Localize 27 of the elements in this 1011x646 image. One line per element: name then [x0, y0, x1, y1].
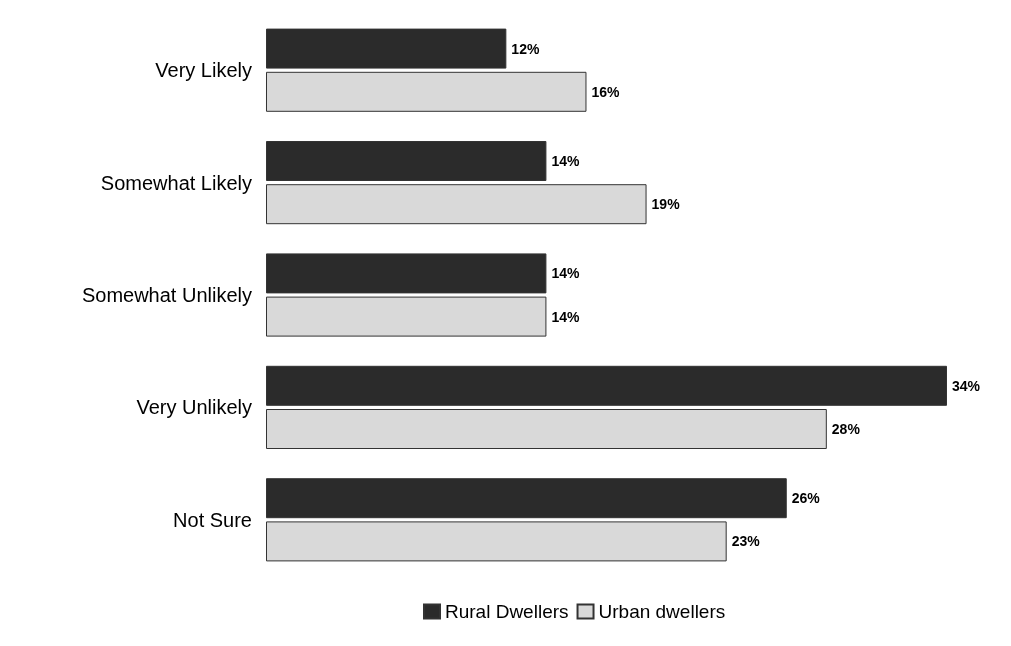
data-label: 16%: [591, 83, 621, 100]
legend-label: Rural Dwellers: [445, 601, 569, 622]
y-tick-label: Somewhat Likely: [100, 171, 252, 194]
data-label: 26%: [791, 490, 821, 507]
data-label: 19%: [651, 196, 681, 213]
data-label: 28%: [831, 421, 861, 437]
y-tick-label: Very Unlikely: [136, 396, 252, 419]
bar: [266, 71, 587, 112]
data-label: 14%: [551, 265, 580, 282]
data-label: 23%: [731, 533, 761, 550]
legend-label: Urban dwellers: [598, 601, 726, 622]
bar: [266, 296, 547, 337]
y-tick-label: Very Likely: [155, 59, 252, 82]
bar: [266, 141, 547, 181]
data-label: 34%: [952, 377, 981, 394]
bar: [266, 184, 647, 225]
data-label: 12%: [511, 40, 540, 57]
y-tick-label: Somewhat Unlikely: [81, 284, 252, 306]
bar: [266, 521, 727, 562]
bar: [266, 28, 507, 69]
data-label: 14%: [551, 153, 580, 169]
bar: [266, 478, 787, 519]
bar: [266, 409, 827, 449]
data-label: 14%: [551, 308, 580, 325]
bar: [266, 253, 547, 294]
bar: [266, 365, 947, 406]
y-tick-label: Not Sure: [173, 508, 252, 531]
